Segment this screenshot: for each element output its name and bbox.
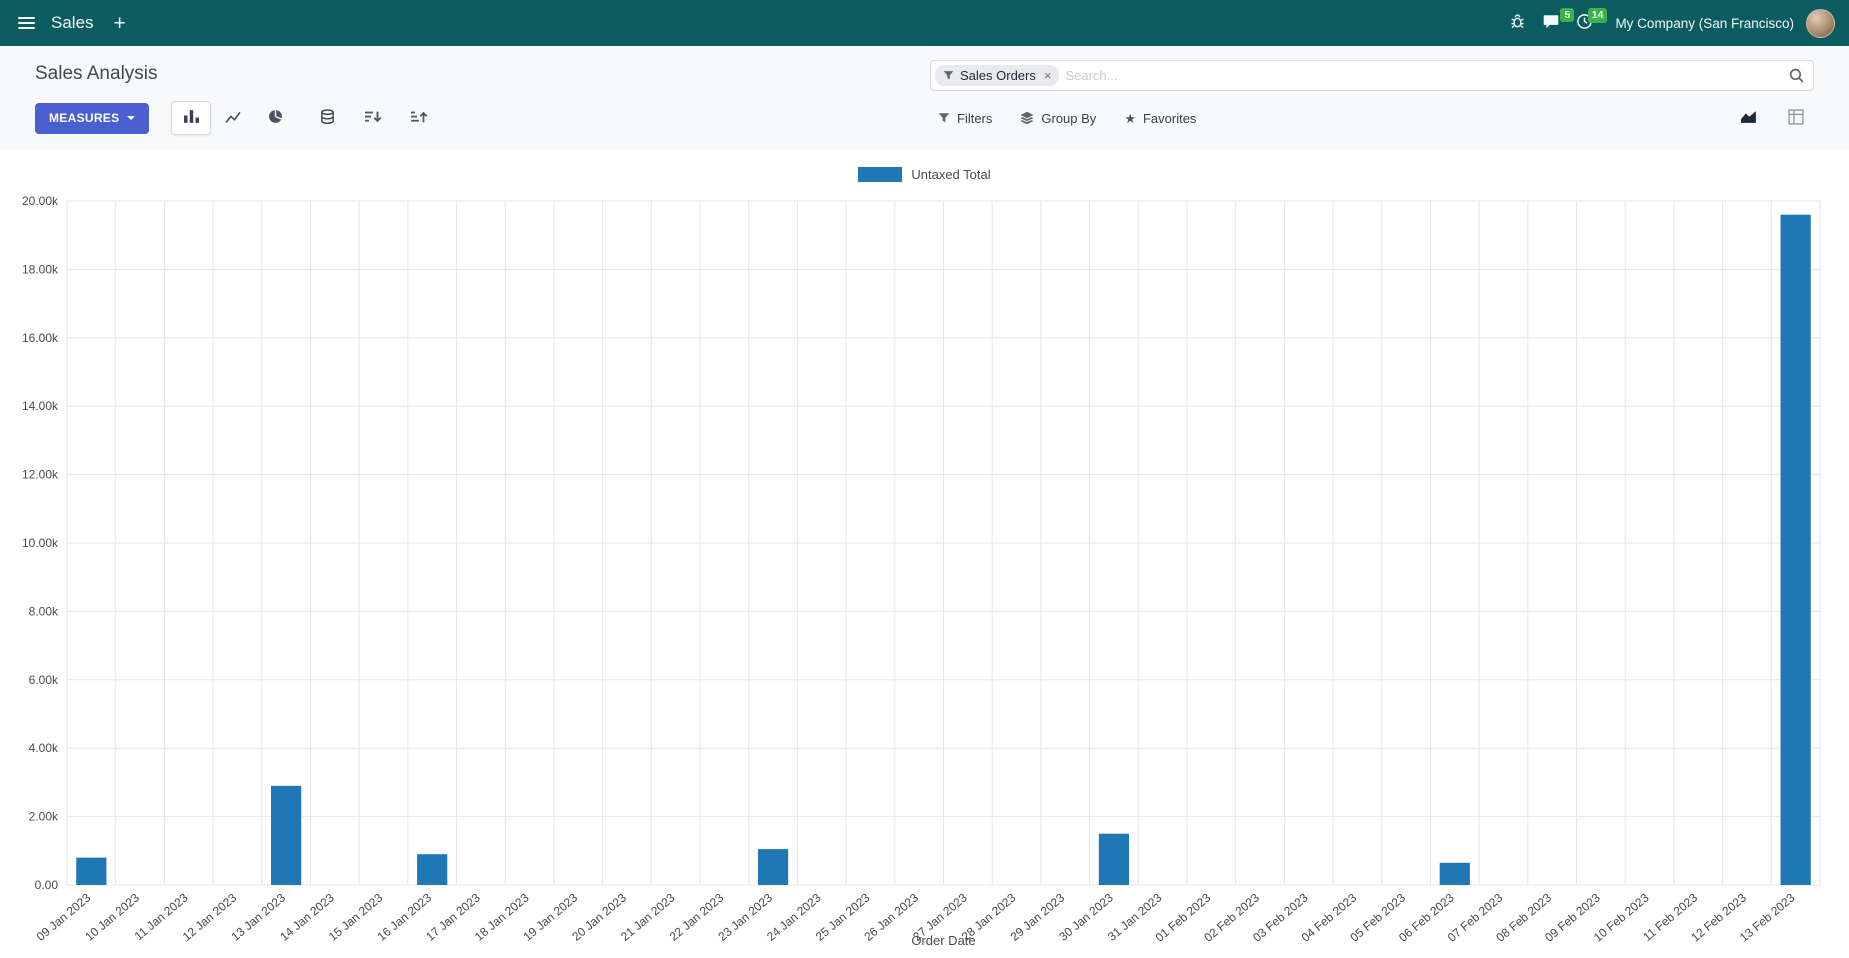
filters-button[interactable]: Filters [938,111,992,126]
bar-13-jan-2023[interactable] [271,785,302,885]
chevron-down-icon [127,116,136,120]
search-options-group: Filters Group By ★ Favorites [938,111,1196,126]
control-panel-button-row: MEASURES [0,97,1849,149]
favorites-label: Favorites [1142,110,1197,126]
plus-icon: + [113,11,126,35]
y-tick-label: 18.00k [22,262,59,276]
y-tick-label: 0.00 [35,878,59,892]
chart-type-group [171,101,295,135]
legend-label: Untaxed Total [911,166,991,182]
bar-09-jan-2023[interactable] [76,857,107,885]
filter-funnel-icon [943,70,954,81]
y-tick-label: 2.00k [29,810,59,824]
bar-chart-canvas[interactable]: 0.00 2.00k 4.00k 6.00k 8.00k 10.00k 12.00k 14.0… [0,185,1849,958]
activities-button[interactable]: 14 [1568,7,1608,39]
stacked-database-icon [320,108,335,128]
y-tick-label: 14.00k [22,399,59,413]
y-tick-label: 10.00k [22,536,59,550]
y-tick-label: 4.00k [29,741,59,755]
area-chart-icon [1740,109,1757,127]
stacked-toggle-button[interactable] [307,101,347,135]
chart-legend[interactable]: Untaxed Total [0,163,1849,185]
messages-count-badge: 5 [1560,7,1575,22]
chart-option-group [307,101,439,135]
pivot-grid-icon [1788,108,1804,128]
messages-button[interactable]: 5 [1534,7,1575,40]
user-avatar[interactable] [1806,8,1835,38]
search-facet-label: Sales Orders [960,68,1036,83]
graph-view-button[interactable] [1731,102,1765,134]
sort-descending-button[interactable] [353,101,393,135]
favorites-button[interactable]: ★ Favorites [1124,111,1196,126]
y-tick-label: 16.00k [22,331,59,345]
search-bar[interactable]: Sales Orders × [930,60,1814,91]
company-switcher[interactable]: My Company (San Francisco) [1615,15,1794,31]
navbar-left: Sales + [10,9,136,38]
legend-swatch [858,166,903,182]
measures-label: MEASURES [49,111,120,125]
measures-button[interactable]: MEASURES [35,102,150,134]
control-panel: Sales Analysis Sales Orders × [0,46,1849,149]
bar-06-feb-2023[interactable] [1439,862,1470,885]
line-chart-button[interactable] [213,101,253,135]
chart-area: Untaxed Total 0.00 2.00k 4.00k 6.00k 8.00k 10… [0,149,1849,958]
bar-30-jan-2023[interactable] [1098,833,1130,885]
chat-icon [1542,13,1560,34]
layers-icon [1020,111,1034,125]
group-by-button[interactable]: Group By [1020,111,1096,126]
y-tick-label: 12.00k [22,468,59,482]
new-window-button[interactable]: + [104,9,136,38]
search-icon[interactable] [1788,67,1805,84]
bar-23-jan-2023[interactable] [757,849,789,885]
debug-button[interactable] [1501,7,1534,39]
app-name[interactable]: Sales [51,13,94,32]
line-chart-icon [225,109,242,127]
search-input[interactable] [1065,68,1782,83]
bug-icon [1509,13,1526,33]
activities-count-badge: 14 [1587,8,1608,23]
filters-funnel-icon [938,112,950,124]
bar-16-jan-2023[interactable] [417,854,448,885]
pivot-view-button[interactable] [1779,102,1813,134]
top-navbar: Sales + [0,0,1849,46]
filters-label: Filters [957,110,993,126]
bar-chart-button[interactable] [171,101,212,135]
navbar-right: 5 14 My Company (San Francisco) [1501,7,1835,40]
bar-13-feb-2023[interactable] [1780,214,1811,885]
pie-chart-icon [268,109,283,127]
apps-menu-button[interactable] [10,11,43,35]
facet-remove-button[interactable]: × [1043,68,1052,83]
y-tick-label: 6.00k [29,673,59,687]
bar-chart-icon [183,109,200,127]
pie-chart-button[interactable] [255,101,295,135]
group-by-label: Group By [1041,110,1097,126]
x-axis-title: Order Date [911,933,975,948]
y-tick-label: 8.00k [29,604,59,618]
star-icon: ★ [1124,110,1136,126]
view-switcher [1731,102,1813,134]
hamburger-icon [18,17,35,29]
sort-ascending-button[interactable] [399,101,439,135]
page-title: Sales Analysis [35,63,158,84]
sort-descending-icon [364,110,382,127]
bar-chart[interactable]: 0.00 2.00k 4.00k 6.00k 8.00k 10.00k 12.00k 14.0… [0,185,1849,958]
search-facet[interactable]: Sales Orders × [935,65,1060,86]
y-tick-label: 20.00k [22,194,59,208]
control-panel-top-row: Sales Analysis Sales Orders × [0,46,1849,97]
sort-ascending-icon [410,110,428,127]
